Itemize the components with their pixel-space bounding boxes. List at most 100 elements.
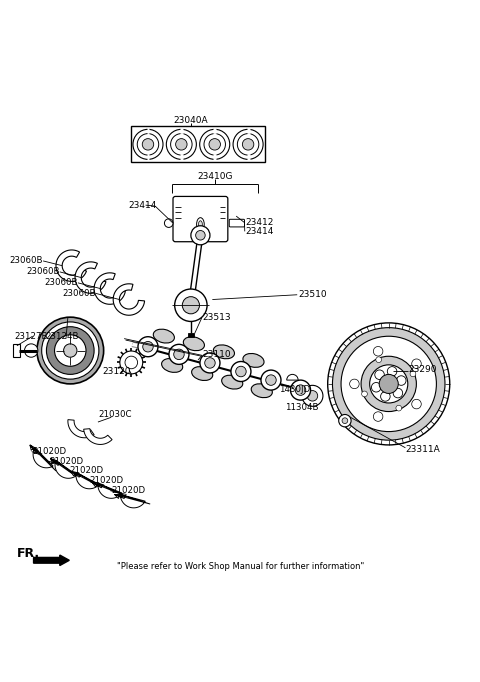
Polygon shape — [30, 445, 56, 471]
Circle shape — [328, 323, 450, 445]
Circle shape — [204, 134, 226, 155]
Ellipse shape — [243, 353, 264, 368]
Text: 23290: 23290 — [409, 365, 437, 374]
Ellipse shape — [153, 329, 174, 343]
Polygon shape — [68, 419, 94, 438]
Circle shape — [200, 130, 230, 160]
Text: 21020D: 21020D — [89, 476, 123, 485]
Text: 23127B: 23127B — [14, 331, 48, 341]
Circle shape — [169, 344, 189, 364]
Circle shape — [370, 365, 408, 403]
Circle shape — [42, 322, 99, 379]
Text: 23110: 23110 — [203, 350, 231, 359]
Circle shape — [120, 351, 143, 374]
Ellipse shape — [222, 375, 243, 389]
Polygon shape — [115, 494, 150, 508]
Circle shape — [200, 353, 220, 373]
Circle shape — [204, 357, 215, 368]
Ellipse shape — [251, 384, 272, 398]
Circle shape — [231, 361, 251, 381]
Circle shape — [175, 289, 207, 321]
Text: 23414: 23414 — [129, 201, 157, 209]
Circle shape — [236, 366, 246, 376]
Polygon shape — [92, 483, 127, 499]
Circle shape — [373, 412, 383, 421]
Text: 23040A: 23040A — [174, 116, 208, 125]
Circle shape — [238, 134, 259, 155]
Ellipse shape — [197, 218, 204, 231]
Circle shape — [261, 370, 281, 390]
Circle shape — [196, 231, 205, 240]
Circle shape — [379, 374, 398, 394]
Text: 23060B: 23060B — [44, 278, 78, 287]
Circle shape — [375, 370, 384, 379]
Circle shape — [361, 356, 416, 411]
Ellipse shape — [183, 337, 204, 351]
Circle shape — [133, 130, 163, 160]
Text: 23060B: 23060B — [26, 267, 60, 276]
Text: 23513: 23513 — [203, 313, 231, 322]
Circle shape — [167, 130, 196, 160]
Text: 21030C: 21030C — [98, 411, 132, 419]
Circle shape — [143, 342, 153, 352]
Ellipse shape — [192, 367, 213, 381]
Text: 23410G: 23410G — [197, 172, 232, 181]
Ellipse shape — [214, 345, 234, 359]
Circle shape — [47, 327, 94, 374]
Ellipse shape — [199, 221, 203, 228]
Circle shape — [302, 385, 323, 406]
Text: 1430JD: 1430JD — [279, 385, 310, 394]
Text: 21020D: 21020D — [111, 486, 145, 495]
Circle shape — [410, 371, 416, 376]
Circle shape — [381, 391, 390, 401]
Circle shape — [412, 359, 421, 368]
FancyBboxPatch shape — [229, 220, 244, 227]
Circle shape — [174, 349, 184, 359]
Polygon shape — [75, 262, 106, 293]
Text: 23124B: 23124B — [46, 331, 79, 341]
Circle shape — [125, 356, 138, 369]
Wedge shape — [287, 374, 298, 380]
Circle shape — [165, 219, 173, 227]
FancyBboxPatch shape — [173, 196, 228, 241]
FancyArrow shape — [34, 555, 69, 565]
Polygon shape — [56, 250, 86, 282]
Text: 21020D: 21020D — [49, 457, 84, 466]
Circle shape — [342, 418, 348, 424]
Text: FR.: FR. — [17, 547, 40, 560]
Text: 23414: 23414 — [246, 227, 274, 236]
Circle shape — [209, 138, 220, 150]
Text: 23510: 23510 — [298, 291, 327, 299]
Polygon shape — [84, 429, 112, 445]
Circle shape — [372, 383, 381, 392]
Circle shape — [63, 344, 77, 357]
Circle shape — [233, 130, 263, 160]
Circle shape — [339, 415, 351, 427]
Bar — [13, 344, 20, 357]
Circle shape — [170, 134, 192, 155]
Circle shape — [349, 379, 359, 389]
Text: 23412: 23412 — [246, 218, 274, 227]
Circle shape — [376, 357, 382, 363]
Circle shape — [24, 344, 38, 357]
Text: 11304B: 11304B — [285, 403, 318, 412]
Circle shape — [387, 367, 397, 376]
Circle shape — [396, 376, 406, 385]
Circle shape — [138, 337, 158, 357]
Circle shape — [142, 138, 154, 150]
Ellipse shape — [162, 359, 183, 372]
Circle shape — [393, 388, 403, 398]
Circle shape — [307, 391, 318, 401]
Circle shape — [333, 327, 445, 440]
Circle shape — [295, 385, 306, 396]
Text: 21020D: 21020D — [33, 447, 67, 456]
Text: 23120: 23120 — [103, 368, 131, 376]
Text: 23060B: 23060B — [10, 256, 43, 265]
Circle shape — [412, 400, 421, 409]
Circle shape — [137, 134, 159, 155]
Bar — [188, 333, 194, 337]
Circle shape — [361, 391, 367, 397]
Circle shape — [191, 226, 210, 245]
Circle shape — [182, 297, 200, 314]
Polygon shape — [113, 284, 144, 315]
